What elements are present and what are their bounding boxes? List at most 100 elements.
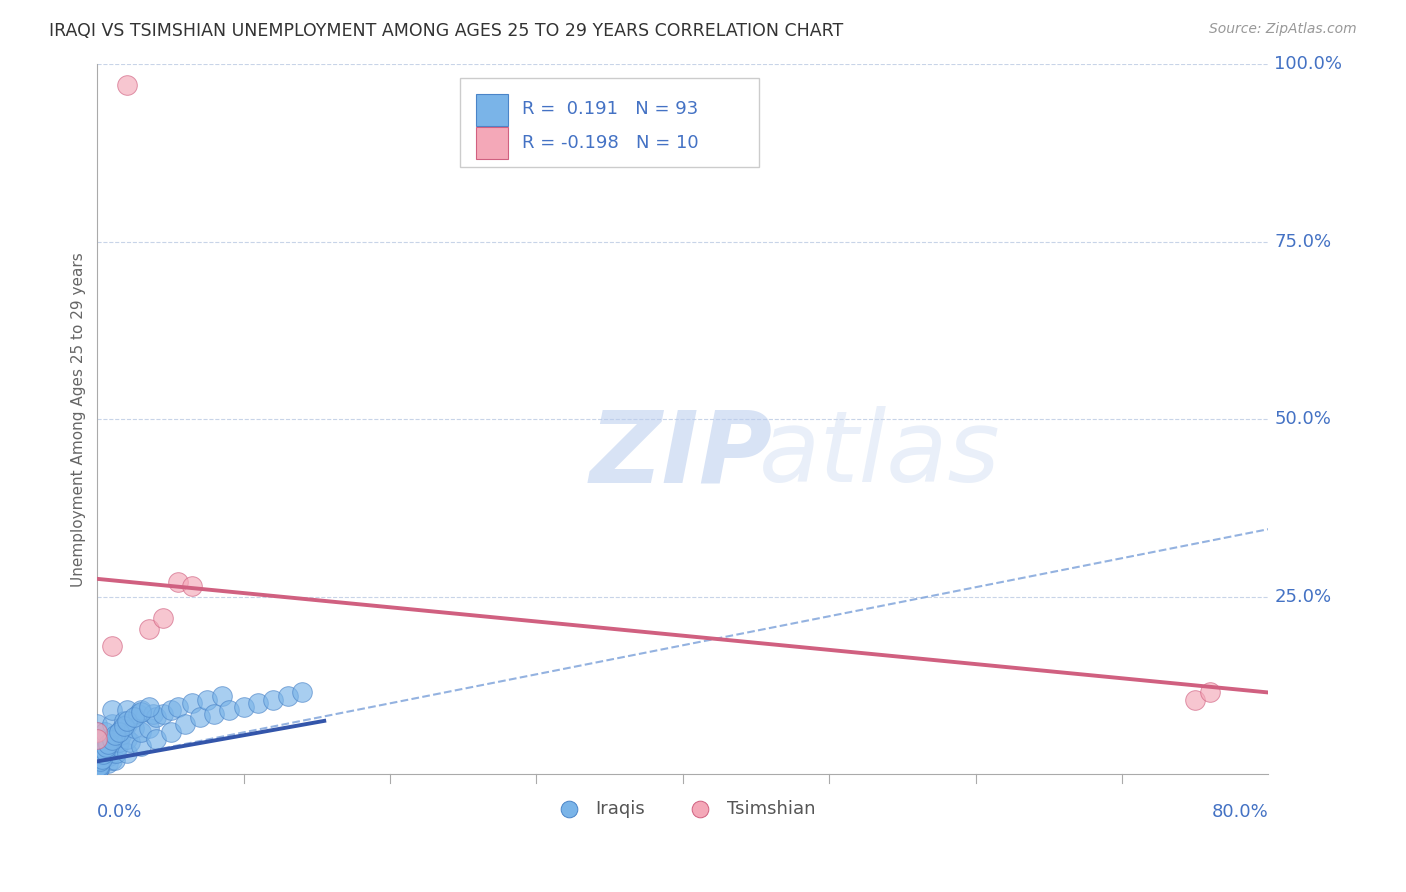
Point: [112, 714, 135, 728]
Point: [122, 721, 145, 735]
Point: [108, 724, 131, 739]
FancyBboxPatch shape: [475, 127, 509, 159]
Point: [86, 746, 108, 760]
Point: [105, 746, 128, 760]
Point: [89, 755, 111, 769]
Text: 75.0%: 75.0%: [1274, 233, 1331, 251]
Point: [86, 760, 108, 774]
Point: [218, 703, 240, 717]
Point: [97, 756, 120, 771]
Point: [86, 724, 108, 739]
Point: [86, 753, 108, 767]
Text: atlas: atlas: [759, 406, 1001, 503]
Point: [142, 706, 165, 721]
Point: [91, 749, 114, 764]
Point: [188, 710, 211, 724]
Point: [115, 731, 138, 746]
Text: Source: ZipAtlas.com: Source: ZipAtlas.com: [1209, 22, 1357, 37]
Point: [108, 735, 131, 749]
Point: [166, 575, 188, 590]
Point: [86, 753, 108, 767]
Point: [98, 749, 121, 764]
Text: 25.0%: 25.0%: [1274, 588, 1331, 606]
Point: [86, 731, 108, 746]
Point: [110, 728, 132, 742]
Text: ZIP: ZIP: [589, 406, 772, 503]
Text: 100.0%: 100.0%: [1274, 55, 1343, 73]
Point: [101, 746, 124, 760]
Point: [112, 719, 135, 733]
Point: [86, 767, 108, 781]
Point: [262, 692, 284, 706]
Point: [86, 767, 108, 781]
Point: [152, 706, 174, 721]
Point: [86, 767, 108, 781]
Point: [100, 742, 122, 756]
Legend: Iraqis, Tsimshian: Iraqis, Tsimshian: [543, 793, 823, 825]
Point: [86, 760, 108, 774]
FancyBboxPatch shape: [460, 78, 759, 167]
Point: [232, 699, 254, 714]
Point: [93, 724, 115, 739]
Point: [122, 710, 145, 724]
Point: [181, 696, 204, 710]
Point: [204, 706, 226, 721]
Point: [86, 767, 108, 781]
Point: [94, 740, 117, 755]
Point: [101, 733, 124, 747]
Point: [247, 696, 270, 710]
Point: [145, 731, 167, 746]
Point: [115, 78, 138, 93]
Point: [104, 728, 127, 742]
Point: [127, 706, 149, 721]
Point: [138, 721, 160, 735]
Point: [166, 699, 188, 714]
Point: [93, 744, 115, 758]
Y-axis label: Unemployment Among Ages 25 to 29 years: Unemployment Among Ages 25 to 29 years: [72, 252, 86, 587]
Point: [86, 767, 108, 781]
Point: [87, 758, 110, 772]
Point: [86, 756, 108, 771]
Point: [115, 717, 138, 731]
Point: [86, 764, 108, 778]
Point: [93, 731, 115, 746]
Text: R = -0.198   N = 10: R = -0.198 N = 10: [523, 134, 699, 152]
Point: [138, 699, 160, 714]
Text: IRAQI VS TSIMSHIAN UNEMPLOYMENT AMONG AGES 25 TO 29 YEARS CORRELATION CHART: IRAQI VS TSIMSHIAN UNEMPLOYMENT AMONG AG…: [49, 22, 844, 40]
Point: [174, 717, 197, 731]
Point: [86, 739, 108, 753]
Point: [104, 753, 127, 767]
Point: [115, 746, 138, 760]
Point: [115, 703, 138, 717]
Point: [86, 731, 108, 746]
Point: [86, 767, 108, 781]
Point: [86, 717, 108, 731]
Point: [101, 731, 124, 746]
Point: [86, 767, 108, 781]
Point: [211, 689, 233, 703]
Point: [107, 739, 129, 753]
Point: [86, 724, 108, 739]
Point: [101, 640, 124, 654]
Point: [101, 717, 124, 731]
Point: [129, 724, 152, 739]
Point: [93, 746, 115, 760]
Point: [145, 710, 167, 724]
Point: [129, 703, 152, 717]
Point: [115, 714, 138, 728]
Point: [86, 767, 108, 781]
Point: [108, 724, 131, 739]
Point: [101, 753, 124, 767]
Text: 80.0%: 80.0%: [1212, 803, 1268, 821]
Point: [86, 767, 108, 781]
Point: [159, 703, 181, 717]
Point: [195, 692, 218, 706]
Point: [181, 579, 204, 593]
Point: [91, 747, 114, 762]
Point: [111, 721, 134, 735]
Text: R =  0.191   N = 93: R = 0.191 N = 93: [523, 100, 699, 118]
Point: [291, 685, 314, 699]
Point: [152, 611, 174, 625]
Point: [90, 753, 112, 767]
Point: [118, 735, 141, 749]
